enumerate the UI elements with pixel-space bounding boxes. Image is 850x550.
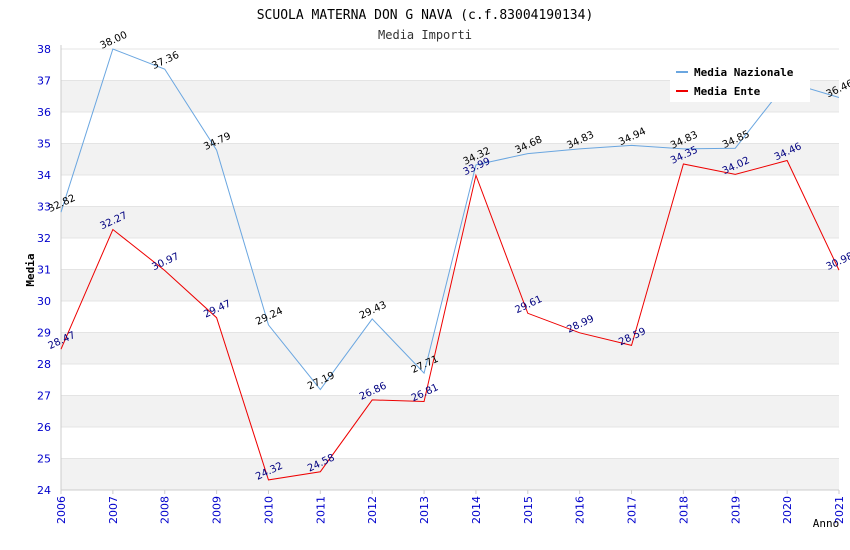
- legend-box: [670, 60, 810, 102]
- grid-band: [61, 332, 839, 364]
- x-tick-label: 2020: [781, 496, 794, 524]
- chart-subtitle: Media Importi: [378, 28, 472, 42]
- grid-band: [61, 458, 839, 490]
- y-axis-label: Media: [24, 253, 37, 286]
- x-tick-labels: 2006 2007 2008 2009 2010 2011 2012 2013 2014 2015…: [55, 490, 846, 524]
- y-tick-label: 27: [37, 390, 51, 403]
- x-tick-label: 2008: [159, 496, 172, 524]
- x-tick-label: 2007: [107, 496, 120, 524]
- y-tick-label: 32: [37, 232, 51, 245]
- legend-label-media-nazionale: Media Nazionale: [694, 66, 794, 79]
- x-tick-label: 2006: [55, 496, 68, 524]
- y-tick-label: 34: [37, 169, 51, 182]
- data-label: 29.24: [254, 306, 285, 328]
- x-tick-label: 2010: [262, 496, 275, 524]
- y-tick-label: 36: [37, 106, 51, 119]
- x-axis-label: Anno: [813, 517, 840, 530]
- x-tick-label: 2015: [522, 496, 535, 524]
- y-tick-label: 35: [37, 138, 51, 151]
- x-tick-label: 2012: [366, 496, 379, 524]
- chart-title: SCUOLA MATERNA DON G NAVA (c.f.830041901…: [257, 8, 594, 23]
- x-tick-label: 2009: [211, 496, 224, 524]
- y-tick-label: 29: [37, 327, 51, 340]
- y-tick-label: 25: [37, 453, 51, 466]
- grid-band: [61, 269, 839, 301]
- series-line-media-nazionale: [60, 48, 840, 391]
- x-tick-label: 2018: [677, 496, 690, 524]
- series-line-media-ente: [60, 159, 840, 481]
- x-tick-label: 2019: [729, 496, 742, 524]
- y-tick-label: 33: [37, 201, 51, 214]
- y-tick-label: 37: [37, 75, 51, 88]
- grid-band: [61, 395, 839, 427]
- data-label: 29.43: [358, 300, 389, 322]
- x-tick-label: 2011: [314, 496, 327, 524]
- y-tick-label: 30: [37, 295, 51, 308]
- data-label: 37.36: [150, 50, 181, 72]
- grid-band: [61, 206, 839, 238]
- legend: Media Nazionale Media Ente: [670, 60, 810, 102]
- axes: [60, 45, 839, 491]
- x-tick-label: 2013: [418, 496, 431, 524]
- legend-label-media-ente: Media Ente: [694, 85, 761, 98]
- series-lines: [60, 48, 840, 481]
- y-tick-labels: 24 25 26 27 28 29 30 31 32 33 34 35 36 37 38: [37, 43, 51, 497]
- x-tick-label: 2014: [470, 496, 483, 524]
- y-tick-label: 26: [37, 421, 51, 434]
- data-label: 29.47: [202, 298, 233, 320]
- y-tick-label: 38: [37, 43, 51, 56]
- y-tick-label: 31: [37, 264, 51, 277]
- x-tick-label: 2021: [833, 496, 846, 524]
- y-tick-label: 28: [37, 358, 51, 371]
- data-label: 38.00: [99, 30, 130, 52]
- x-tick-label: 2016: [574, 496, 587, 524]
- x-tick-label: 2017: [626, 496, 639, 524]
- y-tick-label: 24: [37, 484, 51, 497]
- grid-bands: [61, 80, 839, 490]
